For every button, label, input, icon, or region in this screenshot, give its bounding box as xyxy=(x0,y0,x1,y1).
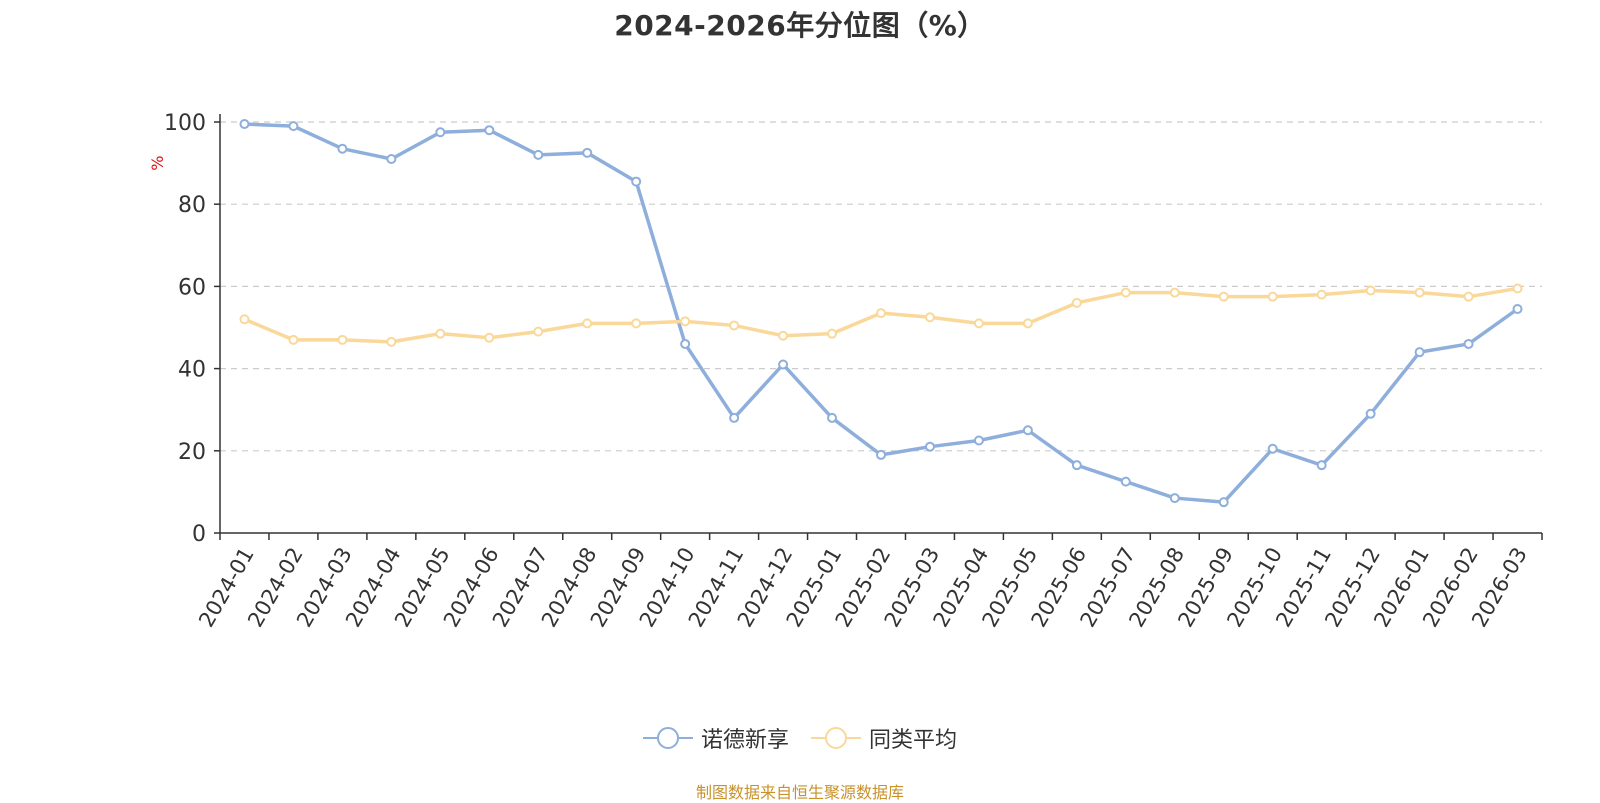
data-point[interactable] xyxy=(1365,285,1376,296)
data-point[interactable] xyxy=(435,328,446,339)
data-point[interactable] xyxy=(288,121,299,132)
data-point[interactable] xyxy=(827,328,838,339)
data-point[interactable] xyxy=(1316,460,1327,471)
data-point[interactable] xyxy=(1120,476,1131,487)
data-point[interactable] xyxy=(533,149,544,160)
source-note: 制图数据来自恒生聚源数据库 xyxy=(695,783,904,802)
legend: 诺德新享 同类平均 xyxy=(0,722,1600,754)
legend-item-series-2[interactable]: 同类平均 xyxy=(811,722,957,754)
data-point[interactable] xyxy=(1512,304,1523,315)
y-tick-label: 100 xyxy=(164,111,206,136)
data-point[interactable] xyxy=(973,435,984,446)
data-point[interactable] xyxy=(484,332,495,343)
data-point[interactable] xyxy=(729,412,740,423)
data-point[interactable] xyxy=(435,127,446,138)
data-point[interactable] xyxy=(680,338,691,349)
data-point[interactable] xyxy=(1169,287,1180,298)
data-point[interactable] xyxy=(239,119,250,130)
legend-symbol-series-1 xyxy=(642,727,693,749)
data-point[interactable] xyxy=(778,359,789,370)
data-point[interactable] xyxy=(680,316,691,327)
data-point[interactable] xyxy=(1414,347,1425,358)
data-point[interactable] xyxy=(1512,283,1523,294)
data-point[interactable] xyxy=(1022,318,1033,329)
data-points xyxy=(239,119,1523,508)
data-point[interactable] xyxy=(1071,297,1082,308)
data-point[interactable] xyxy=(1022,425,1033,436)
data-point[interactable] xyxy=(1463,338,1474,349)
y-tick-label: 0 xyxy=(192,522,206,547)
data-point[interactable] xyxy=(1071,460,1082,471)
legend-label-series-2: 同类平均 xyxy=(869,728,958,753)
data-point[interactable] xyxy=(876,308,886,319)
y-tick-label: 60 xyxy=(178,275,206,300)
data-point[interactable] xyxy=(337,334,348,345)
data-point[interactable] xyxy=(924,312,935,323)
data-point[interactable] xyxy=(386,336,397,347)
data-point[interactable] xyxy=(1267,291,1278,302)
data-point[interactable] xyxy=(1218,497,1229,508)
data-point[interactable] xyxy=(1218,291,1229,302)
data-point[interactable] xyxy=(1414,287,1425,298)
legend-label-series-1: 诺德新享 xyxy=(700,728,789,753)
data-point[interactable] xyxy=(827,412,838,423)
legend-symbol-series-2 xyxy=(811,727,861,749)
data-point[interactable] xyxy=(1463,291,1474,302)
y-tick-label: 80 xyxy=(178,193,206,218)
data-point[interactable] xyxy=(631,176,642,187)
data-point[interactable] xyxy=(386,153,397,164)
data-point[interactable] xyxy=(239,314,250,325)
data-point[interactable] xyxy=(631,318,642,329)
data-point[interactable] xyxy=(1169,493,1180,504)
data-point[interactable] xyxy=(1120,287,1131,298)
data-point[interactable] xyxy=(973,318,984,329)
data-point[interactable] xyxy=(729,320,740,331)
chart-title: 2024-2026年分位图（%） xyxy=(614,9,986,42)
y-tick-label: 40 xyxy=(178,358,206,383)
data-point[interactable] xyxy=(876,449,886,460)
legend-item-series-1[interactable]: 诺德新享 xyxy=(642,722,789,754)
data-point[interactable] xyxy=(778,330,789,341)
grid-lines xyxy=(220,121,1542,452)
axes: 020406080100%2024-012024-022024-032024-0… xyxy=(148,111,1543,631)
data-point[interactable] xyxy=(337,143,348,154)
data-point[interactable] xyxy=(1267,443,1278,454)
y-axis-label: % xyxy=(148,155,167,170)
data-point[interactable] xyxy=(1316,289,1327,300)
data-point[interactable] xyxy=(582,318,593,329)
data-point[interactable] xyxy=(533,326,544,337)
y-tick-label: 20 xyxy=(178,440,206,465)
data-point[interactable] xyxy=(484,125,495,136)
data-point[interactable] xyxy=(288,334,299,345)
data-point[interactable] xyxy=(582,147,593,158)
data-point[interactable] xyxy=(1365,408,1376,419)
data-point[interactable] xyxy=(924,441,935,452)
